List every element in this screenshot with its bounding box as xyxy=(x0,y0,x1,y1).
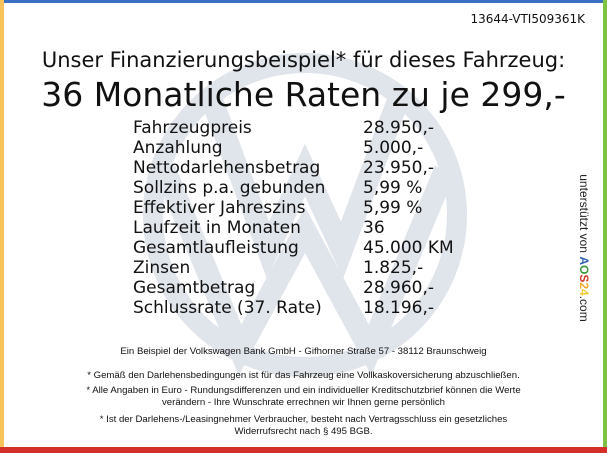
row-label: Sollzins p.a. gebunden xyxy=(133,178,326,198)
table-row: Gesamtlaufleistung 45.000 KM xyxy=(133,238,473,258)
footnote-withdrawal-line1: * Ist der Darlehens-/Leasingnehmer Verbr… xyxy=(99,414,508,425)
row-value: 36 xyxy=(363,218,385,238)
row-label: Zinsen xyxy=(133,258,191,278)
row-value: 45.000 KM xyxy=(363,238,454,258)
table-row: Anzahlung 5.000,- xyxy=(133,138,473,158)
table-row: Fahrzeugpreis 28.950,- xyxy=(133,118,473,138)
table-row: Sollzins p.a. gebunden 5,99 % xyxy=(133,178,473,198)
row-label: Fahrzeugpreis xyxy=(133,118,252,138)
row-value: 18.196,- xyxy=(363,298,435,318)
row-value: 1.825,- xyxy=(363,258,424,278)
footnote-withdrawal-line2: Widerrufsrecht nach § 495 BGB. xyxy=(234,426,373,437)
row-value: 28.950,- xyxy=(363,118,435,138)
row-value: 5.000,- xyxy=(363,138,424,158)
footnote-euro-line1: * Alle Angaben in Euro - Rundungsdiffere… xyxy=(86,385,521,396)
table-row: Schlussrate (37. Rate) 18.196,- xyxy=(133,298,473,318)
right-border xyxy=(603,0,607,453)
table-row: Nettodarlehensbetrag 23.950,- xyxy=(133,158,473,178)
table-row: Gesamtbetrag 28.960,- xyxy=(133,278,473,298)
vehicle-reference: 13644-VTI509361K xyxy=(470,12,585,26)
supported-by-text: unterstützt von xyxy=(577,174,591,253)
page-title: Unser Finanzierungsbeispiel* für dieses … xyxy=(41,48,566,72)
row-label: Effektiver Jahreszins xyxy=(133,198,306,218)
domain-suffix: .com xyxy=(577,295,591,322)
table-row: Zinsen 1.825,- xyxy=(133,258,473,278)
row-value: 23.950,- xyxy=(363,158,435,178)
vw-logo-watermark-icon xyxy=(143,53,467,377)
row-label: Gesamtbetrag xyxy=(133,278,256,298)
row-label: Gesamtlaufleistung xyxy=(133,238,299,258)
row-value: 28.960,- xyxy=(363,278,435,298)
row-value: 5,99 % xyxy=(363,178,423,198)
supported-by-badge: unterstützt von AOS24.com xyxy=(574,163,594,333)
row-value: 5,99 % xyxy=(363,198,423,218)
footnote-insurance: * Gemäß den Darlehensbedingungen ist für… xyxy=(87,370,520,381)
top-border xyxy=(0,0,607,3)
row-label: Anzahlung xyxy=(133,138,223,158)
table-row: Effektiver Jahreszins 5,99 % xyxy=(133,198,473,218)
financing-table: Fahrzeugpreis 28.950,- Anzahlung 5.000,- N… xyxy=(133,118,473,318)
row-label: Schlussrate (37. Rate) xyxy=(133,298,322,318)
bank-info: Ein Beispiel der Volkswagen Bank GmbH - … xyxy=(120,346,487,357)
table-row: Laufzeit in Monaten 36 xyxy=(133,218,473,238)
row-label: Nettodarlehensbetrag xyxy=(133,158,321,178)
bottom-border xyxy=(0,447,607,453)
left-border xyxy=(0,0,4,453)
aos24-logo: AOS24 xyxy=(577,256,591,296)
footnote-euro-line2: verändern - Ihre Wunschrate errechnen wi… xyxy=(162,397,445,408)
row-label: Laufzeit in Monaten xyxy=(133,218,301,238)
monthly-rate-headline: 36 Monatliche Raten zu je 299,- xyxy=(41,75,566,114)
